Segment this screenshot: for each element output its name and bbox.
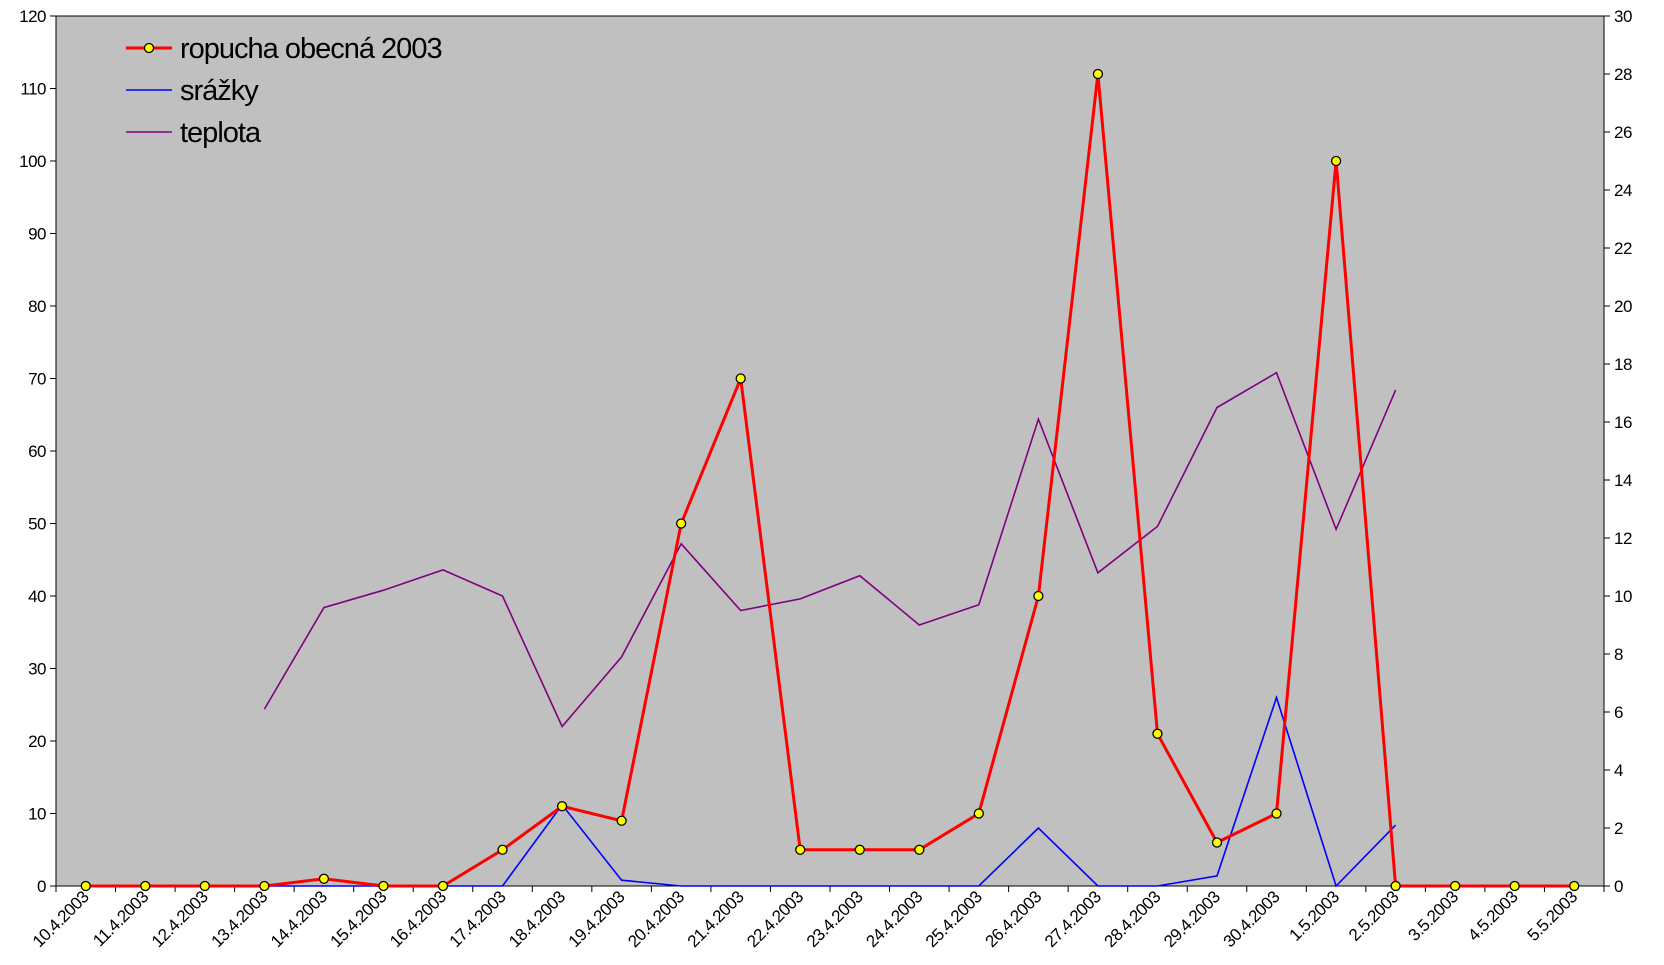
legend-label: teplota: [180, 117, 262, 149]
left-tick-label: 90: [28, 225, 46, 244]
data-point: [795, 844, 806, 855]
data-point: [973, 808, 984, 819]
legend-label: ropucha obecná 2003: [180, 33, 442, 65]
data-point: [735, 373, 746, 384]
data-point: [1450, 880, 1461, 892]
x-tick-label: 13.4.2003: [207, 887, 271, 951]
left-tick-label: 70: [28, 370, 46, 389]
x-tick-label: 17.4.2003: [446, 887, 510, 951]
x-tick-label: 19.4.2003: [565, 887, 629, 951]
series-line-1: [264, 694, 1397, 888]
x-tick-label: 28.4.2003: [1101, 887, 1165, 951]
x-tick-label: 12.4.2003: [148, 887, 212, 951]
x-tick-label: 15.4.2003: [327, 887, 391, 951]
data-point: [1211, 837, 1223, 848]
left-tick-label: 0: [37, 877, 46, 896]
x-tick-label: 4.5.2003: [1464, 887, 1521, 944]
right-tick-label: 12: [1614, 529, 1632, 548]
series-layer: [80, 68, 1580, 892]
plot-area: [55, 15, 1605, 887]
x-tick-label: 29.4.2003: [1160, 887, 1224, 951]
data-point: [854, 844, 865, 855]
left-tick-label: 20: [28, 732, 46, 751]
data-point: [199, 880, 210, 892]
x-tick-label: 25.4.2003: [922, 887, 986, 951]
right-tick-label: 24: [1614, 181, 1632, 200]
right-tick-label: 4: [1614, 761, 1623, 780]
data-point: [1271, 808, 1282, 819]
x-tick-label: 16.4.2003: [386, 887, 450, 951]
right-tick-label: 28: [1614, 65, 1632, 84]
left-tick-label: 30: [28, 660, 46, 679]
x-tick-label: 27.4.2003: [1041, 887, 1105, 951]
x-tick-label: 18.4.2003: [505, 887, 569, 951]
x-tick-label: 1.5.2003: [1285, 887, 1342, 944]
left-tick-label: 100: [19, 152, 46, 171]
x-axis: 10.4.200311.4.200312.4.200313.4.200314.4…: [29, 886, 1605, 951]
data-point: [556, 801, 568, 812]
data-point: [1330, 155, 1342, 167]
right-tick-label: 2: [1614, 819, 1623, 838]
x-tick-label: 5.5.2003: [1524, 887, 1581, 944]
x-tick-label: 20.4.2003: [624, 887, 688, 951]
x-tick-label: 22.4.2003: [743, 887, 807, 951]
legend-marker: [143, 42, 155, 54]
data-point: [1509, 880, 1520, 892]
data-point: [1390, 880, 1401, 892]
x-tick-label: 26.4.2003: [981, 887, 1045, 951]
left-tick-label: 40: [28, 587, 46, 606]
x-tick-label: 2.5.2003: [1345, 887, 1402, 944]
x-tick-label: 10.4.2003: [29, 887, 93, 951]
right-tick-label: 22: [1614, 239, 1632, 258]
right-tick-label: 16: [1614, 413, 1632, 432]
left-axis: 0 10 20 30 40 50 60 70 80 90 100 110 120: [19, 7, 56, 896]
x-tick-label: 30.4.2003: [1220, 887, 1284, 951]
left-tick-label: 80: [28, 297, 46, 316]
data-point: [140, 880, 151, 892]
series-line-0: [85, 73, 1575, 888]
legend: ropucha obecná 2003 srážky teplota: [126, 33, 443, 149]
data-point: [676, 518, 687, 529]
right-tick-label: 26: [1614, 123, 1632, 142]
right-tick-label: 6: [1614, 703, 1623, 722]
x-tick-label: 23.4.2003: [803, 887, 867, 951]
left-tick-label: 10: [28, 805, 46, 824]
legend-label: srážky: [180, 75, 259, 107]
data-point: [1033, 590, 1044, 602]
data-point: [1569, 880, 1580, 892]
right-tick-label: 30: [1614, 7, 1632, 26]
x-tick-label: 14.4.2003: [267, 887, 331, 951]
left-tick-label: 60: [28, 442, 46, 461]
right-tick-label: 20: [1614, 297, 1632, 316]
data-point: [437, 880, 449, 892]
x-tick-label: 3.5.2003: [1405, 887, 1462, 944]
right-tick-label: 8: [1614, 645, 1623, 664]
data-point: [1092, 68, 1104, 80]
data-point: [259, 880, 270, 892]
x-tick-label: 24.4.2003: [862, 887, 926, 951]
data-point: [378, 880, 389, 892]
right-tick-label: 18: [1614, 355, 1632, 374]
data-point: [318, 873, 330, 884]
data-point: [80, 880, 91, 892]
data-point: [1152, 728, 1163, 739]
left-tick-label: 50: [28, 515, 46, 534]
left-tick-label: 110: [20, 80, 46, 99]
series-line-2: [263, 371, 1397, 728]
right-tick-label: 14: [1614, 471, 1632, 490]
x-tick-label: 11.4.2003: [89, 887, 152, 950]
right-tick-label: 10: [1614, 587, 1632, 606]
right-tick-label: 0: [1614, 877, 1623, 896]
data-point: [914, 844, 925, 855]
x-tick-label: 21.4.2003: [684, 887, 748, 951]
data-point: [497, 844, 508, 855]
left-tick-label: 120: [19, 7, 46, 26]
data-point: [616, 815, 627, 826]
